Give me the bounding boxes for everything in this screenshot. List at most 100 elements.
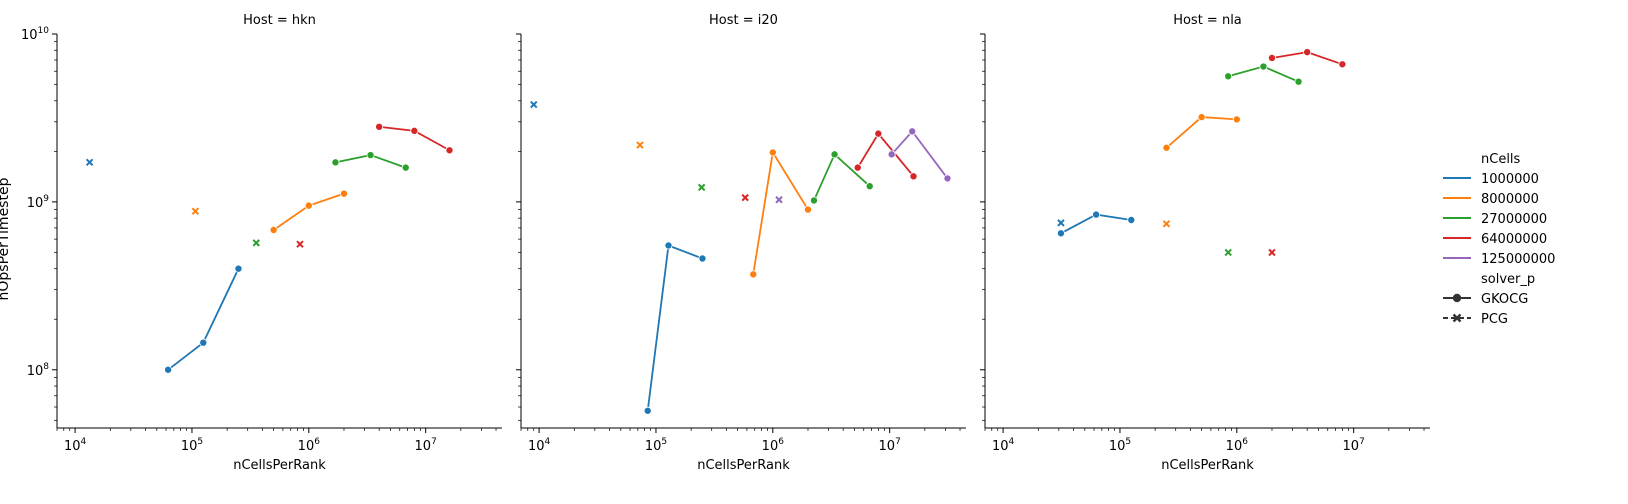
- series-27000000-PCG: [1224, 248, 1232, 257]
- data-point: [164, 365, 173, 374]
- x-tick-label: 106: [762, 437, 785, 454]
- series-27000000-GKOCG: [331, 151, 410, 172]
- data-point: [410, 126, 419, 135]
- data-point-x: [296, 240, 304, 248]
- x-tick-label: 106: [1226, 437, 1249, 454]
- data-point: [366, 151, 375, 160]
- data-point: [339, 189, 348, 198]
- x-tick-label: 107: [1343, 437, 1365, 454]
- series-line: [167, 268, 240, 371]
- legend-label: PCG: [1481, 312, 1508, 327]
- data-point-x: [530, 100, 538, 109]
- series-27000000-GKOCG: [1224, 62, 1303, 86]
- legend-entry: GKOCG: [1443, 292, 1528, 307]
- x-axis-label: nCellsPerRank: [233, 458, 326, 473]
- series-64000000-PCG: [296, 240, 304, 248]
- data-point: [331, 158, 340, 167]
- data-point: [445, 146, 454, 155]
- x-tick-label: 105: [645, 437, 667, 454]
- panel-title: Host = nla: [1173, 13, 1242, 28]
- series-64000000-GKOCG: [1267, 48, 1347, 69]
- series-line: [273, 192, 345, 231]
- data-point: [1267, 53, 1276, 62]
- data-point: [830, 150, 839, 159]
- data-point: [234, 264, 243, 273]
- panels-layer: Host = hkn 104 105 106 107 108 109 1010 nCellsPe…: [21, 13, 1430, 473]
- x-tick-label: 107: [415, 437, 437, 454]
- data-point: [269, 226, 278, 235]
- series-line: [890, 129, 949, 179]
- data-point: [909, 172, 918, 181]
- legend-label: GKOCG: [1481, 292, 1528, 307]
- data-point: [749, 270, 758, 279]
- data-point: [698, 254, 707, 263]
- data-point: [199, 338, 208, 347]
- data-point-x: [741, 193, 749, 202]
- data-point-x: [85, 158, 94, 167]
- legend-entry: 1000000: [1443, 172, 1539, 187]
- data-point-x: [775, 196, 783, 204]
- data-point: [853, 163, 862, 172]
- legend-marker: [1452, 293, 1462, 303]
- data-point: [1224, 72, 1233, 81]
- data-point-x: [636, 141, 644, 149]
- legend-entry: 125000000: [1443, 252, 1555, 267]
- series-8000000-PCG: [636, 141, 644, 149]
- x-tick-label: 104: [64, 437, 87, 454]
- data-point: [1162, 143, 1171, 152]
- legend-title-nCells: nCells: [1481, 152, 1521, 167]
- data-point: [908, 127, 917, 136]
- data-point: [664, 241, 673, 250]
- x-axis-label: nCellsPerRank: [697, 458, 790, 473]
- data-point: [809, 196, 818, 205]
- legend-marker: [1452, 313, 1462, 323]
- series-8000000-GKOCG: [749, 148, 812, 279]
- series-1000000-PCG: [85, 158, 94, 167]
- legend-label: 8000000: [1481, 192, 1539, 207]
- series-27000000-GKOCG: [809, 150, 874, 205]
- series-8000000-GKOCG: [1162, 113, 1241, 152]
- series-1000000-PCG: [1057, 219, 1065, 227]
- legend-entry: 64000000: [1443, 232, 1547, 247]
- data-point: [1127, 216, 1136, 225]
- series-64000000-PCG: [1268, 248, 1276, 257]
- data-point: [1303, 48, 1312, 57]
- data-point: [1056, 229, 1065, 238]
- data-point-x: [1224, 248, 1232, 257]
- data-point-x: [191, 207, 200, 215]
- x-tick-label: 105: [181, 437, 203, 454]
- legend-label: 125000000: [1481, 252, 1555, 267]
- data-point-x: [1268, 248, 1276, 257]
- data-point: [1197, 113, 1206, 122]
- data-point: [887, 150, 896, 159]
- panel-title: Host = hkn: [243, 13, 316, 28]
- legend-entry: 27000000: [1443, 212, 1547, 227]
- x-tick-label: 104: [528, 437, 551, 454]
- data-point-x: [1162, 220, 1171, 228]
- data-point: [1092, 210, 1101, 219]
- legend-entry: 8000000: [1443, 192, 1539, 207]
- x-tick-label: 106: [298, 437, 321, 454]
- series-27000000-PCG: [697, 183, 706, 192]
- series-8000000-PCG: [1162, 220, 1171, 228]
- data-point: [643, 406, 652, 415]
- data-point-x: [1057, 219, 1065, 227]
- series-line: [752, 149, 809, 275]
- series-1000000-PCG: [530, 100, 538, 109]
- legend: nCells 1000000 8000000 27000000 64000000 1250…: [1443, 152, 1555, 327]
- panel-3: Host = nla 104 105 106 107 nCellsPerRank: [980, 13, 1430, 473]
- series-line: [1165, 116, 1237, 149]
- series-1000000-GKOCG: [1056, 210, 1136, 238]
- data-point: [375, 122, 384, 131]
- series-line: [646, 244, 703, 411]
- series-64000000-PCG: [741, 193, 749, 202]
- data-point: [1294, 77, 1303, 86]
- data-point: [401, 163, 410, 172]
- legend-title-solver: solver_p: [1481, 272, 1535, 287]
- legend-label: 27000000: [1481, 212, 1547, 227]
- data-point-x: [697, 183, 706, 192]
- data-point: [1338, 60, 1347, 69]
- y-tick-label: 109: [27, 194, 50, 211]
